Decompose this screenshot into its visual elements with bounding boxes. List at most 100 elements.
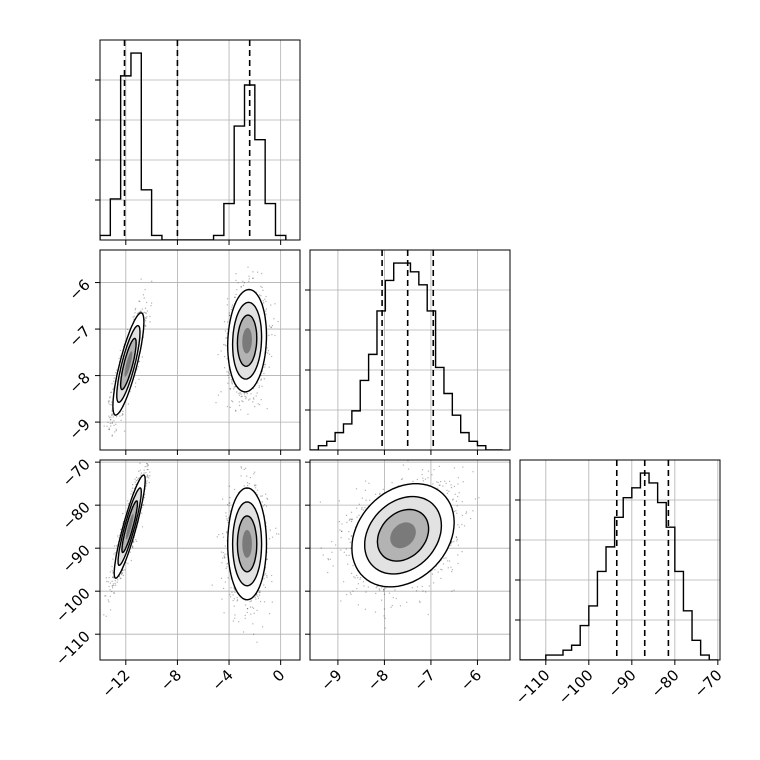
scatter-point: [265, 295, 267, 298]
scatter-point: [271, 325, 273, 327]
scatter-point: [269, 538, 271, 540]
scatter-point: [132, 316, 134, 318]
scatter-point: [127, 500, 129, 502]
scatter-point: [148, 482, 150, 484]
scatter-point: [340, 600, 342, 602]
scatter-point: [268, 334, 270, 336]
scatter-point: [231, 383, 233, 385]
scatter-point: [224, 344, 226, 346]
scatter-point: [243, 282, 245, 284]
scatter-point: [253, 473, 255, 475]
scatter-point: [133, 541, 135, 543]
scatter-point: [232, 620, 234, 622]
scatter-point: [271, 574, 273, 577]
scatter-point: [246, 608, 249, 610]
scatter-point: [465, 512, 467, 514]
scatter-point: [111, 580, 113, 582]
histogram-p2: [520, 472, 718, 660]
scatter-panel-p0_p1: [99, 249, 301, 451]
scatter-point: [122, 413, 124, 416]
scatter-point: [223, 587, 225, 589]
scatter-point: [269, 353, 271, 355]
scatter-point: [110, 391, 113, 393]
scatter-point: [422, 477, 424, 479]
panel-content: [100, 250, 300, 450]
scatter-point: [350, 593, 352, 595]
scatter-point: [450, 487, 453, 489]
scatter-point: [260, 285, 262, 288]
scatter-point: [232, 594, 234, 596]
scatter-point: [146, 469, 148, 471]
scatter-point: [446, 489, 448, 491]
scatter-point: [113, 424, 115, 426]
scatter-point: [103, 614, 105, 616]
scatter-point: [254, 406, 256, 408]
hist-panel-p0: [95, 39, 301, 241]
scatter-point: [227, 562, 229, 564]
scatter-point: [105, 595, 107, 597]
scatter-point: [256, 594, 258, 596]
scatter-point: [456, 505, 458, 507]
scatter-point: [119, 415, 121, 417]
scatter-point: [114, 582, 116, 585]
scatter-point: [273, 318, 275, 320]
scatter-point: [109, 397, 111, 399]
scatter-point: [456, 540, 458, 542]
scatter-point: [139, 462, 141, 464]
scatter-point: [320, 547, 322, 549]
scatter-point: [254, 471, 256, 473]
scatter-point: [211, 584, 213, 586]
scatter-point: [105, 577, 107, 579]
scatter-point: [144, 488, 146, 490]
scatter-point: [135, 382, 137, 384]
scatter-panel-p0_p2: [99, 459, 301, 661]
scatter-point: [237, 282, 239, 284]
scatter-point: [121, 574, 123, 576]
scatter-point: [260, 399, 262, 401]
scatter-point: [127, 502, 129, 505]
scatter-point: [259, 600, 262, 603]
scatter-point: [136, 476, 138, 478]
scatter-point: [231, 379, 233, 381]
scatter-point: [143, 297, 145, 299]
scatter-point: [250, 600, 252, 602]
scatter-point: [255, 291, 257, 293]
scatter-point: [451, 590, 453, 592]
scatter-point: [407, 468, 410, 470]
scatter-point: [234, 386, 236, 388]
scatter-point: [383, 588, 385, 590]
scatter-point: [220, 577, 223, 579]
scatter-point: [119, 355, 121, 357]
scatter-point: [217, 354, 219, 356]
scatter-point: [137, 479, 139, 481]
scatter-point: [264, 298, 266, 300]
scatter-point: [249, 600, 251, 603]
scatter-point: [235, 273, 237, 275]
scatter-point: [238, 401, 240, 403]
scatter-point: [327, 559, 329, 561]
scatter-point: [238, 392, 240, 394]
scatter-point: [262, 626, 264, 628]
scatter-point: [114, 552, 116, 554]
scatter-point: [143, 469, 145, 471]
scatter-point: [108, 427, 110, 429]
scatter-point: [253, 612, 255, 614]
scatter-point: [461, 523, 463, 526]
scatter-point: [322, 554, 324, 556]
scatter-point: [134, 386, 137, 388]
scatter-point: [227, 328, 229, 330]
scatter-point: [111, 404, 113, 406]
scatter-point: [276, 533, 278, 535]
scatter-point: [228, 502, 230, 504]
scatter-point: [243, 485, 245, 487]
scatter-point: [112, 572, 114, 574]
scatter-point: [226, 532, 228, 534]
density-contour: [231, 501, 263, 587]
scatter-point: [107, 581, 109, 583]
scatter-point: [262, 505, 264, 507]
scatter-point: [234, 614, 236, 616]
scatter-point: [240, 467, 243, 469]
scatter-point: [249, 606, 251, 608]
scatter-point: [225, 515, 227, 517]
scatter-point: [127, 403, 129, 405]
